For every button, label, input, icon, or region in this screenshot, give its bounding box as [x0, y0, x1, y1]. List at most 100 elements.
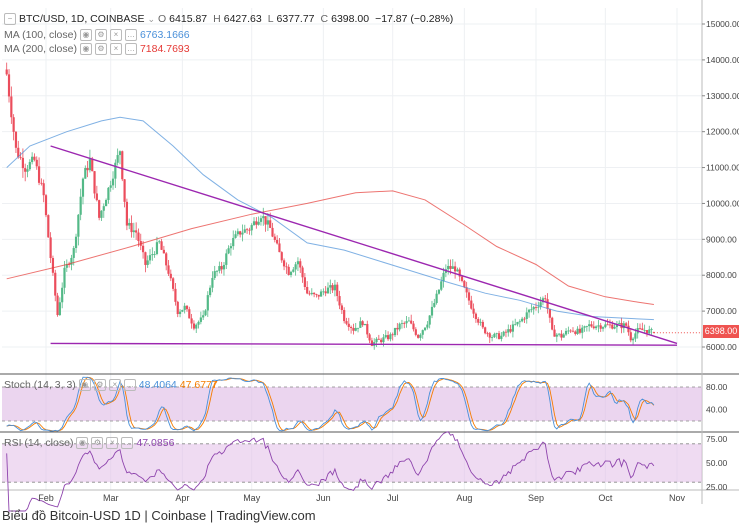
candle-body — [137, 232, 140, 241]
candle-body — [54, 272, 57, 296]
candle-body — [356, 327, 360, 329]
candle-body — [585, 326, 588, 327]
low-value: 6377.77 — [276, 13, 315, 25]
candle-body — [414, 329, 417, 335]
candle-body — [352, 328, 355, 331]
stoch-tick-label: 80.00 — [706, 382, 728, 392]
candle-body — [91, 158, 94, 172]
candle-body — [551, 317, 554, 330]
open-label: O — [158, 13, 167, 25]
candle-body — [544, 298, 547, 300]
candle-body — [58, 302, 61, 316]
time-tick-label: Aug — [456, 493, 472, 503]
candle-body — [17, 147, 20, 158]
candle-body — [84, 168, 87, 179]
candle-body — [488, 333, 491, 338]
candle-body — [130, 222, 133, 233]
candle-body — [433, 303, 436, 307]
candle-body — [555, 334, 558, 337]
close-label: C — [320, 13, 329, 25]
settings-icon[interactable]: ⚙ — [94, 29, 107, 41]
candle-body — [393, 327, 397, 336]
candle-body — [310, 292, 313, 295]
candle-body — [241, 232, 244, 235]
price-tick-label: 7000.00 — [706, 306, 737, 316]
candle-body — [574, 331, 577, 334]
time-tick-label: Feb — [38, 493, 54, 503]
candle-body — [625, 323, 628, 326]
candle-body — [534, 307, 538, 308]
close-icon[interactable]: × — [109, 43, 122, 55]
candle-body — [377, 338, 380, 340]
candle-body — [42, 183, 45, 196]
candle-body — [500, 335, 503, 339]
candle-body — [521, 318, 524, 322]
ma200-label: MA (200, close) — [4, 43, 77, 55]
more-icon[interactable]: … — [121, 437, 134, 449]
candle-body — [380, 339, 383, 343]
ma100-legend: MA (100, close) ◉ ⚙ × … 6763.1666 — [4, 28, 190, 42]
candle-body — [269, 220, 272, 228]
candle-body — [490, 337, 494, 338]
candle-body — [47, 215, 50, 238]
candle-body — [595, 326, 598, 329]
settings-icon[interactable]: ⚙ — [94, 43, 107, 55]
candle-body — [486, 333, 489, 335]
candle-body — [648, 329, 651, 334]
candle-body — [192, 323, 196, 329]
candle-body — [162, 249, 165, 254]
candle-body — [467, 292, 471, 301]
candle-body — [562, 334, 565, 338]
candle-body — [65, 264, 68, 268]
candle-body — [326, 287, 330, 294]
candle-body — [423, 327, 427, 331]
candle-body — [615, 323, 619, 328]
more-icon[interactable]: … — [124, 43, 137, 55]
candle-body — [347, 323, 350, 327]
settings-icon[interactable]: ⚙ — [93, 379, 106, 391]
candle-body — [419, 334, 422, 338]
candle-body — [14, 131, 18, 148]
candle-body — [158, 241, 161, 243]
close-icon[interactable]: × — [108, 379, 121, 391]
candle-body — [560, 333, 563, 338]
eye-icon[interactable]: ◉ — [76, 437, 89, 449]
candle-body — [273, 236, 276, 240]
settings-icon[interactable]: ⚙ — [91, 437, 104, 449]
candle-body — [146, 260, 149, 265]
eye-icon[interactable]: ◉ — [78, 379, 91, 391]
candle-body — [63, 267, 66, 288]
eye-icon[interactable]: ◉ — [79, 43, 92, 55]
candle-body — [236, 231, 239, 235]
rsi-tick-label: 25.00 — [706, 482, 728, 492]
candle-body — [398, 323, 401, 330]
collapse-icon[interactable]: − — [4, 13, 16, 25]
candle-body — [507, 329, 510, 333]
candle-body — [588, 324, 591, 327]
candle-body — [148, 255, 152, 261]
more-icon[interactable]: … — [124, 29, 137, 41]
close-icon[interactable]: × — [109, 29, 122, 41]
more-icon[interactable]: … — [123, 379, 136, 391]
stoch-legend: Stoch (14, 3, 3) ◉ ⚙ × … 48.4064 47.6777 — [4, 378, 218, 392]
candle-body — [451, 266, 454, 269]
candle-body — [608, 324, 612, 326]
candle-body — [324, 291, 327, 294]
candle-body — [539, 302, 542, 307]
eye-icon[interactable]: ◉ — [79, 29, 92, 41]
candle-body — [315, 294, 318, 295]
candle-body — [472, 308, 475, 314]
candle-body — [421, 330, 424, 335]
candle-body — [35, 159, 38, 167]
candle-body — [292, 269, 295, 272]
close-icon[interactable]: × — [106, 437, 119, 449]
candle-body — [195, 324, 198, 329]
candle-body — [165, 253, 168, 266]
candle-body — [227, 248, 230, 254]
chevron-down-icon[interactable]: ⌄ — [147, 14, 155, 24]
candle-body — [581, 327, 584, 333]
close-value: 6398.00 — [331, 13, 370, 25]
candle-body — [407, 320, 410, 322]
